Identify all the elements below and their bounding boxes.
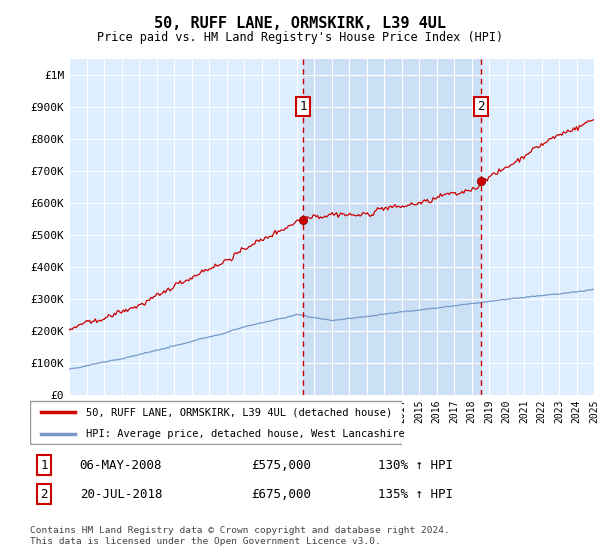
Text: 2: 2 [478,100,485,113]
Text: 50, RUFF LANE, ORMSKIRK, L39 4UL: 50, RUFF LANE, ORMSKIRK, L39 4UL [154,16,446,31]
Bar [303,59,481,395]
FancyBboxPatch shape [30,402,402,444]
Text: 135% ↑ HPI: 135% ↑ HPI [378,488,453,501]
Text: 06-MAY-2008: 06-MAY-2008 [80,459,162,472]
Text: 1: 1 [299,100,307,113]
Text: 1: 1 [40,459,47,472]
Text: £675,000: £675,000 [251,488,311,501]
Text: 50, RUFF LANE, ORMSKIRK, L39 4UL (detached house): 50, RUFF LANE, ORMSKIRK, L39 4UL (detach… [86,407,392,417]
Text: 2: 2 [40,488,47,501]
Text: Price paid vs. HM Land Registry's House Price Index (HPI): Price paid vs. HM Land Registry's House … [97,31,503,44]
Text: 130% ↑ HPI: 130% ↑ HPI [378,459,453,472]
Text: HPI: Average price, detached house, West Lancashire: HPI: Average price, detached house, West… [86,429,404,439]
Text: Contains HM Land Registry data © Crown copyright and database right 2024.
This d: Contains HM Land Registry data © Crown c… [30,526,450,546]
Text: 20-JUL-2018: 20-JUL-2018 [80,488,162,501]
Text: £575,000: £575,000 [251,459,311,472]
